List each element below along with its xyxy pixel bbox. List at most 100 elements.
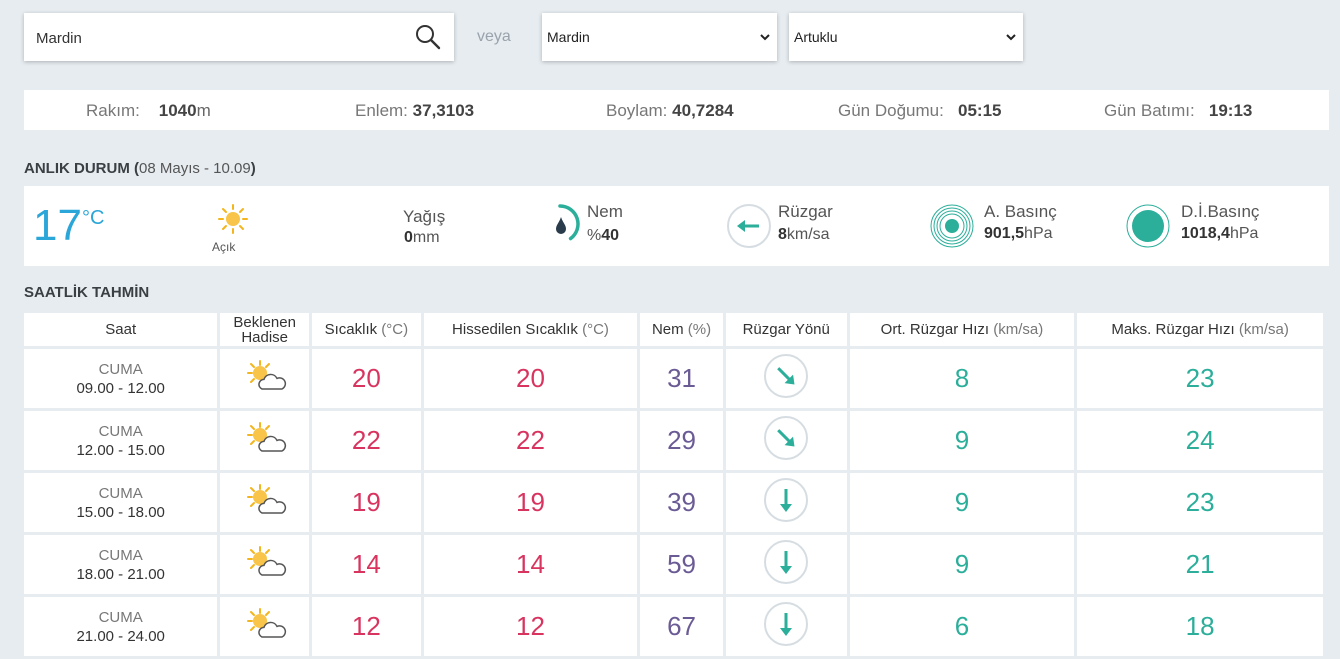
city-select-value: Mardin [547, 29, 590, 45]
latitude-value: 37,3103 [412, 101, 475, 120]
row-humidity: 29 [667, 425, 696, 455]
temp-cell: 20 [311, 349, 421, 408]
current-title: ANLIK DURUM (08 Mayıs - 10.09) [24, 160, 256, 177]
row-wind-max: 18 [1185, 611, 1215, 641]
table-row: CUMA 09.00 - 12.00 20 20 31 8 23 [24, 349, 1323, 408]
header-temp: Sıcaklık (°C) [311, 313, 421, 346]
feels-cell: 14 [423, 535, 638, 594]
temp-cell: 14 [311, 535, 421, 594]
partly-cloudy-icon [242, 546, 288, 583]
row-wind-avg: 9 [954, 549, 970, 579]
event-cell [220, 597, 309, 656]
sea-pressure-icon [1126, 204, 1170, 248]
header-humidity-label: Nem [651, 321, 684, 338]
row-wind-max: 23 [1185, 487, 1215, 517]
search-input[interactable] [34, 26, 408, 50]
header-wind-avg: Ort. Rüzgar Hızı (km/sa) [849, 313, 1075, 346]
paren-close: ) [250, 160, 256, 177]
time-cell: CUMA 15.00 - 18.00 [24, 473, 218, 532]
row-temp: 19 [351, 487, 381, 517]
current-condition: Açık [212, 240, 236, 254]
wind-number: 8 [778, 226, 787, 243]
wind-avg-cell: 6 [849, 597, 1075, 656]
feels-cell: 20 [423, 349, 638, 408]
sunset: Gün Batımı: 19:13 [1104, 101, 1252, 121]
search-icon[interactable] [414, 23, 442, 51]
row-temp: 14 [351, 549, 381, 579]
humidity-gauge-icon [556, 204, 580, 241]
row-day: CUMA [98, 422, 143, 440]
wind-dir-cell [725, 473, 847, 532]
row-temp: 22 [351, 425, 381, 455]
wind-max-cell: 21 [1077, 535, 1323, 594]
precip-unit: mm [412, 229, 440, 246]
wind-dir-cell [725, 349, 847, 408]
district-select[interactable]: Artuklu [789, 13, 1023, 61]
humidity-cell: 29 [640, 411, 723, 470]
row-feels: 14 [516, 549, 545, 579]
hourly-title: SAATLİK TAHMİN [24, 284, 150, 301]
row-feels: 22 [516, 425, 545, 455]
pressure-number: 901,5 [984, 225, 1025, 242]
arrow-down-right-icon [763, 354, 809, 403]
arrow-left-icon [727, 204, 771, 248]
header-feels-label: Hissedilen Sıcaklık [452, 321, 578, 338]
current-conditions: 17°C Açık Yağış 0mm Nem %40 Rüzgar 8km/s… [24, 186, 1329, 266]
sea-pressure-unit: hPa [1229, 225, 1259, 242]
precip-value: 0mm [404, 229, 440, 247]
arrow-down-icon [763, 540, 809, 589]
event-cell [220, 349, 309, 408]
wind-avg-cell: 9 [849, 535, 1075, 594]
row-time: 15.00 - 18.00 [76, 503, 165, 521]
humidity-label: Nem [587, 202, 623, 221]
row-time: 18.00 - 21.00 [76, 565, 165, 583]
wind-max-cell: 18 [1077, 597, 1323, 656]
header-feels: Hissedilen Sıcaklık (°C) [423, 313, 638, 346]
pressure-label: A. Basınç [984, 202, 1057, 221]
row-humidity: 39 [667, 487, 696, 517]
header-event-line1: Beklenen [233, 313, 296, 331]
longitude-value: 40,7284 [672, 101, 734, 120]
row-wind-max: 21 [1185, 549, 1215, 579]
header-event-line2: Hadise [241, 328, 289, 346]
row-day: CUMA [98, 546, 143, 564]
humidity-value: %40 [587, 227, 619, 245]
event-cell [220, 535, 309, 594]
arrow-down-icon [763, 478, 809, 527]
partly-cloudy-icon [242, 422, 288, 459]
feels-cell: 19 [423, 473, 638, 532]
humidity-cell: 59 [640, 535, 723, 594]
paren-open: ( [129, 160, 139, 177]
search-box[interactable] [24, 13, 454, 61]
row-day: CUMA [98, 484, 143, 502]
current-temperature: 17°C [33, 204, 104, 248]
city-select[interactable]: Mardin [542, 13, 777, 61]
chevron-down-icon [760, 34, 770, 41]
header-humidity-unit: (%) [687, 321, 712, 338]
temp-cell: 19 [311, 473, 421, 532]
latitude-label: Enlem: [355, 101, 408, 120]
row-time: 12.00 - 15.00 [76, 441, 165, 459]
pressure-icon [930, 204, 974, 248]
precip-label: Yağış [403, 207, 446, 226]
humidity-prefix: % [587, 227, 602, 244]
row-wind-avg: 8 [954, 363, 970, 393]
table-row: CUMA 18.00 - 21.00 14 14 59 9 21 [24, 535, 1323, 594]
time-cell: CUMA 21.00 - 24.00 [24, 597, 218, 656]
row-day: CUMA [98, 608, 143, 626]
header-wind-dir: Rüzgar Yönü [725, 313, 847, 346]
event-cell [220, 411, 309, 470]
wind-avg-cell: 9 [849, 473, 1075, 532]
current-temperature-unit: °C [81, 207, 105, 229]
wind-dir-cell [725, 535, 847, 594]
sea-pressure-value: 1018,4hPa [1181, 225, 1258, 243]
wind-dir-cell [725, 597, 847, 656]
table-header-row: Saat Beklenen Hadise Sıcaklık (°C) Hisse… [24, 313, 1323, 346]
time-cell: CUMA 09.00 - 12.00 [24, 349, 218, 408]
arrow-down-icon [763, 602, 809, 651]
partly-cloudy-icon [242, 608, 288, 645]
humidity-cell: 67 [640, 597, 723, 656]
current-date: 08 Mayıs - 10.09 [139, 160, 251, 177]
time-cell: CUMA 12.00 - 15.00 [24, 411, 218, 470]
header-temp-unit: (°C) [381, 321, 409, 338]
